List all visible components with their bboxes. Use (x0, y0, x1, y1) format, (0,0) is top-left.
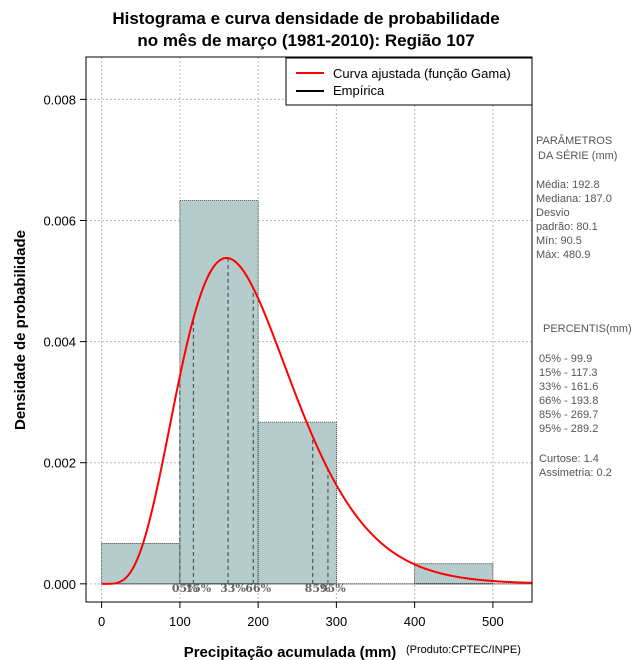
x-tick-label-0: 0 (98, 614, 105, 629)
percentile-label-95%: 95% (320, 582, 346, 595)
credit-text: (Produto:CPTEC/INPE) (406, 644, 521, 656)
percentil-95: 95% - 289.2 (539, 423, 598, 435)
params-title: PARÂMETROS (536, 134, 612, 147)
percentile-label-85%: 85% (305, 582, 331, 595)
percentiles-panel: PERCENTIS(mm) 05% - 99.9 15% - 117.3 33%… (539, 323, 632, 479)
y-tick-label-0.008: 0.008 (43, 92, 76, 107)
param-mediana: Mediana: 187.0 (536, 193, 612, 205)
percentile-label-33%: 33% (220, 582, 246, 595)
percentile-label-15%: 15% (185, 582, 211, 595)
params-subtitle: DA SÉRIE (mm) (538, 149, 617, 162)
x-tick-label-300: 300 (326, 614, 348, 629)
x-tick-label-100: 100 (169, 614, 191, 629)
chart-title-line1: Histograma e curva densidade de probabil… (112, 9, 499, 28)
y-axis-label: Densidade de probabilidade (12, 230, 29, 430)
y-tick-label-0.004: 0.004 (43, 335, 76, 350)
series-parameters-panel: PARÂMETROS DA SÉRIE (mm) Média: 192.8 Me… (536, 134, 617, 261)
histogram-bars (101, 200, 532, 585)
percentil-66: 66% - 193.8 (539, 395, 598, 407)
percentile-labels: 05%15% 33% 66% 85%95% (172, 582, 346, 595)
param-min: Mín: 90.5 (536, 235, 582, 247)
legend-label-curve: Curva ajustada (função Gama) (333, 66, 511, 81)
param-desvio-label: Desvio (536, 207, 570, 219)
percentil-05: 05% - 99.9 (539, 353, 592, 365)
y-tick-label-0.000: 0.000 (43, 577, 76, 592)
x-tick-label-200: 200 (247, 614, 269, 629)
percentile-lines (179, 258, 329, 584)
chart-title-line2: no mês de março (1981-2010): Região 107 (137, 31, 474, 50)
percentile-label-66%: 66% (245, 582, 271, 595)
fitted-curve-group (101, 256, 533, 585)
percentis-title: PERCENTIS(mm) (543, 323, 632, 335)
curtose: Curtose: 1.4 (539, 453, 599, 465)
histogram-bar-2 (257, 421, 337, 585)
param-desvio-value: padrão: 80.1 (536, 221, 598, 233)
percentil-15: 15% - 117.3 (539, 367, 598, 379)
plot-frame (85, 56, 533, 603)
histogram-bar-1 (179, 200, 259, 585)
param-media: Média: 192.8 (536, 179, 600, 191)
y-tick-label-0.002: 0.002 (43, 456, 76, 471)
percentil-33: 33% - 161.6 (539, 381, 598, 393)
x-tick-label-400: 400 (404, 614, 426, 629)
param-max: Máx: 480.9 (536, 249, 590, 261)
legend-box (285, 57, 533, 106)
axes: 0 100 200 300 400 500 0.000 0.002 0.004 0.006 0.00… (43, 92, 503, 629)
percentile-label-05%: 05% (172, 582, 198, 595)
x-axis-label: Precipitação acumulada (mm) (184, 644, 397, 660)
percentil-85: 85% - 269.7 (539, 409, 598, 421)
fitted-gamma-curve (101, 256, 533, 585)
legend: Curva ajustada (função Gama) Empírica (285, 57, 533, 106)
y-tick-label-0.006: 0.006 (43, 214, 76, 229)
assimetria: Assimetria: 0.2 (539, 467, 612, 479)
x-tick-label-500: 500 (482, 614, 504, 629)
legend-label-empirical: Empírica (333, 83, 385, 98)
